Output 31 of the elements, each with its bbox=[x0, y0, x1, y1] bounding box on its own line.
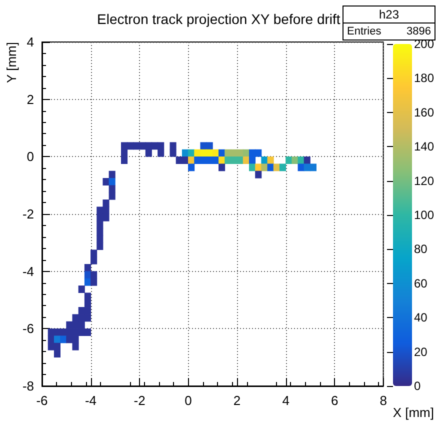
color-bar-label: 20 bbox=[414, 344, 428, 359]
y-tick-label: 2 bbox=[26, 92, 34, 107]
x-tick-label: 8 bbox=[380, 393, 387, 408]
color-bar-label: 180 bbox=[414, 71, 434, 86]
x-tick-label: -2 bbox=[134, 393, 146, 408]
y-tick-label: -2 bbox=[22, 206, 34, 222]
x-tick-label: 6 bbox=[330, 393, 338, 408]
y-tick-label: -4 bbox=[22, 264, 34, 279]
color-bar-label: 0 bbox=[414, 379, 421, 393]
y-tick-label: -8 bbox=[22, 378, 34, 394]
color-bar-label: 140 bbox=[414, 140, 434, 154]
color-bar-label: 160 bbox=[414, 105, 434, 120]
chart-title: Electron track projection XY before drift bbox=[97, 11, 340, 27]
text: Entries bbox=[347, 26, 382, 38]
color-bar-label: 100 bbox=[414, 208, 434, 222]
y-axis-title: Y [mm] bbox=[4, 42, 19, 83]
x-tick-label: 0 bbox=[184, 393, 192, 408]
color-bar-label: 40 bbox=[414, 310, 428, 325]
color-bar-label: 120 bbox=[414, 174, 434, 188]
text: h23 bbox=[378, 8, 400, 22]
text: 3896 bbox=[406, 26, 431, 38]
x-tick-label: -6 bbox=[36, 393, 48, 408]
color-bar-label: 60 bbox=[414, 276, 428, 290]
color-bar-label: 80 bbox=[414, 242, 428, 256]
x-tick-label: 2 bbox=[233, 393, 241, 408]
y-tick-label: -6 bbox=[22, 321, 34, 336]
y-tick-label: 0 bbox=[26, 149, 34, 164]
y-tick-label: 4 bbox=[26, 34, 34, 50]
x-tick-label: -4 bbox=[84, 393, 97, 408]
x-tick-label: 4 bbox=[282, 393, 290, 408]
x-axis-title: X [mm] bbox=[392, 405, 434, 420]
